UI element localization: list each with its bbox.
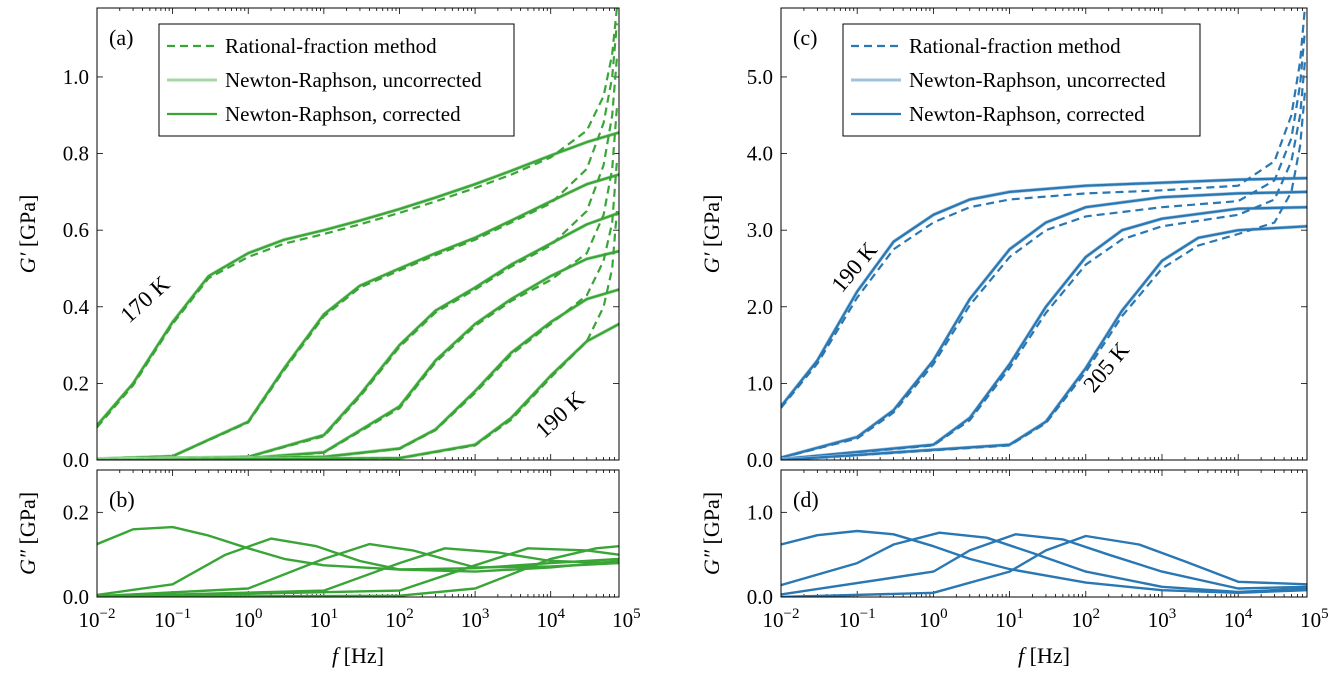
y-tick-label: 1.0 bbox=[747, 500, 773, 524]
series-1-corrected bbox=[781, 190, 1307, 459]
y-axis-label: G′ [GPa] bbox=[15, 195, 40, 274]
series-group bbox=[781, 8, 1307, 460]
x-tick-label: 103 bbox=[461, 606, 490, 632]
x-axis-label: f [Hz] bbox=[1018, 643, 1070, 668]
x-tick-label: 100 bbox=[919, 606, 948, 632]
panel-a: 0.0 0.2 0.4 0.6 0.8 1.0 (a) G′ [GPa] Rational-fr… bbox=[15, 7, 620, 472]
series-4-loss bbox=[97, 547, 619, 597]
plot-frame bbox=[96, 469, 620, 598]
series-5-uncorrected bbox=[97, 322, 619, 460]
y-tick-label: 0.0 bbox=[63, 585, 89, 609]
series-0-loss bbox=[781, 529, 1307, 594]
x-tick-label: 101 bbox=[995, 606, 1024, 632]
x-tick-label: 10−2 bbox=[79, 606, 116, 632]
x-tick-label: 103 bbox=[1148, 606, 1177, 632]
x-tick-label: 104 bbox=[1224, 606, 1253, 632]
legend: Rational-fraction method Newton-Raphson, … bbox=[842, 23, 1201, 137]
y-tick-label: 2.0 bbox=[747, 295, 773, 319]
y-tick-label: 0.0 bbox=[747, 448, 773, 472]
series-5-loss bbox=[97, 545, 619, 597]
x-tick-label: 102 bbox=[1072, 606, 1101, 632]
series-3-rational bbox=[781, 92, 1306, 460]
y-tick-label: 5.0 bbox=[747, 65, 773, 89]
x-tick-label: 10−1 bbox=[839, 606, 876, 632]
y-tick-label: 0.0 bbox=[63, 448, 89, 472]
series-3-corrected bbox=[781, 225, 1307, 460]
y-ticks: 0.0 1.0 bbox=[747, 500, 1307, 609]
series-1-corrected bbox=[97, 173, 619, 460]
y-axis-label: G″ [GPa] bbox=[699, 492, 724, 575]
series-0-uncorrected bbox=[781, 176, 1307, 408]
y-tick-label: 3.0 bbox=[747, 218, 773, 242]
series-5-corrected bbox=[97, 323, 619, 460]
panel-b: 0.0 0.2 (b) G″ [GPa] 10−2 10−1 100 101 102 103 104… bbox=[15, 469, 641, 668]
series-1-loss bbox=[781, 531, 1307, 594]
legend-entry: Rational-fraction method bbox=[225, 34, 437, 58]
legend-entry: Newton-Raphson, uncorrected bbox=[909, 68, 1166, 92]
panel-label: (a) bbox=[109, 25, 133, 50]
plot-frame bbox=[780, 7, 1308, 461]
y-axis-label: G′ [GPa] bbox=[699, 195, 724, 274]
panel-label: (d) bbox=[793, 487, 819, 512]
x-tick-label: 10−1 bbox=[154, 606, 191, 632]
plot-frame bbox=[780, 469, 1308, 598]
legend-entry: Newton-Raphson, uncorrected bbox=[225, 68, 482, 92]
series-2-corrected bbox=[781, 206, 1307, 460]
y-ticks: 0.0 1.0 2.0 3.0 4.0 5.0 bbox=[747, 65, 1307, 472]
series-4-corrected bbox=[97, 288, 619, 460]
x-tick-label: 104 bbox=[536, 606, 565, 632]
series-2-loss bbox=[97, 542, 619, 597]
x-tick-label: 101 bbox=[310, 606, 339, 632]
y-axis-label: G″ [GPa] bbox=[15, 492, 40, 575]
x-axis-label: f [Hz] bbox=[332, 643, 384, 668]
x-tick-label: 100 bbox=[234, 606, 263, 632]
series-2-rational bbox=[97, 57, 618, 460]
series-0-uncorrected bbox=[97, 130, 619, 427]
panel-label: (b) bbox=[109, 487, 135, 512]
x-tick-label: 102 bbox=[385, 606, 414, 632]
x-tick-label: 10−2 bbox=[763, 606, 800, 632]
series-2-corrected bbox=[97, 211, 619, 460]
series-2-rational bbox=[781, 61, 1306, 460]
y-ticks: 0.0 0.2 0.4 0.6 0.8 1.0 bbox=[63, 65, 619, 472]
panel-label: (c) bbox=[793, 25, 817, 50]
y-tick-label: 0.0 bbox=[747, 585, 773, 609]
y-tick-label: 0.8 bbox=[63, 142, 89, 166]
series-3-corrected bbox=[97, 250, 619, 460]
legend-entry: Newton-Raphson, corrected bbox=[225, 102, 461, 126]
legend-entry: Rational-fraction method bbox=[909, 34, 1121, 58]
series-0-corrected bbox=[97, 131, 619, 427]
series-1-rational bbox=[781, 30, 1306, 459]
temperature-label: 190 K bbox=[530, 386, 589, 443]
series-0-rational bbox=[781, 8, 1306, 409]
temperature-label: 170 K bbox=[115, 271, 174, 328]
panel-c: 0.0 1.0 2.0 3.0 4.0 5.0 (c) G′ [GPa] Rational-fr… bbox=[699, 7, 1308, 472]
plot-frame bbox=[96, 7, 620, 461]
series-group bbox=[97, 8, 619, 460]
panel-d: 0.0 1.0 (d) G″ [GPa] 10−2 10−1 100 101 102 103 104… bbox=[699, 469, 1329, 668]
series-3-loss bbox=[781, 534, 1307, 597]
series-group bbox=[781, 529, 1307, 597]
y-tick-label: 4.0 bbox=[747, 142, 773, 166]
y-tick-label: 0.4 bbox=[63, 295, 90, 319]
series-group bbox=[97, 525, 619, 597]
y-tick-label: 0.6 bbox=[63, 218, 89, 242]
x-tick-label: 105 bbox=[612, 606, 641, 632]
y-tick-label: 0.2 bbox=[63, 500, 89, 524]
legend: Rational-fraction method Newton-Raphson, … bbox=[158, 23, 515, 137]
y-tick-label: 1.0 bbox=[63, 65, 89, 89]
y-ticks: 0.0 0.2 bbox=[63, 500, 619, 609]
series-2-loss bbox=[781, 533, 1307, 596]
y-tick-label: 1.0 bbox=[747, 371, 773, 395]
legend-entry: Newton-Raphson, corrected bbox=[909, 102, 1145, 126]
y-tick-label: 0.2 bbox=[63, 371, 89, 395]
series-3-loss bbox=[97, 547, 619, 597]
series-1-rational bbox=[97, 23, 618, 460]
x-tick-label: 105 bbox=[1300, 606, 1329, 632]
series-0-corrected bbox=[781, 177, 1307, 408]
